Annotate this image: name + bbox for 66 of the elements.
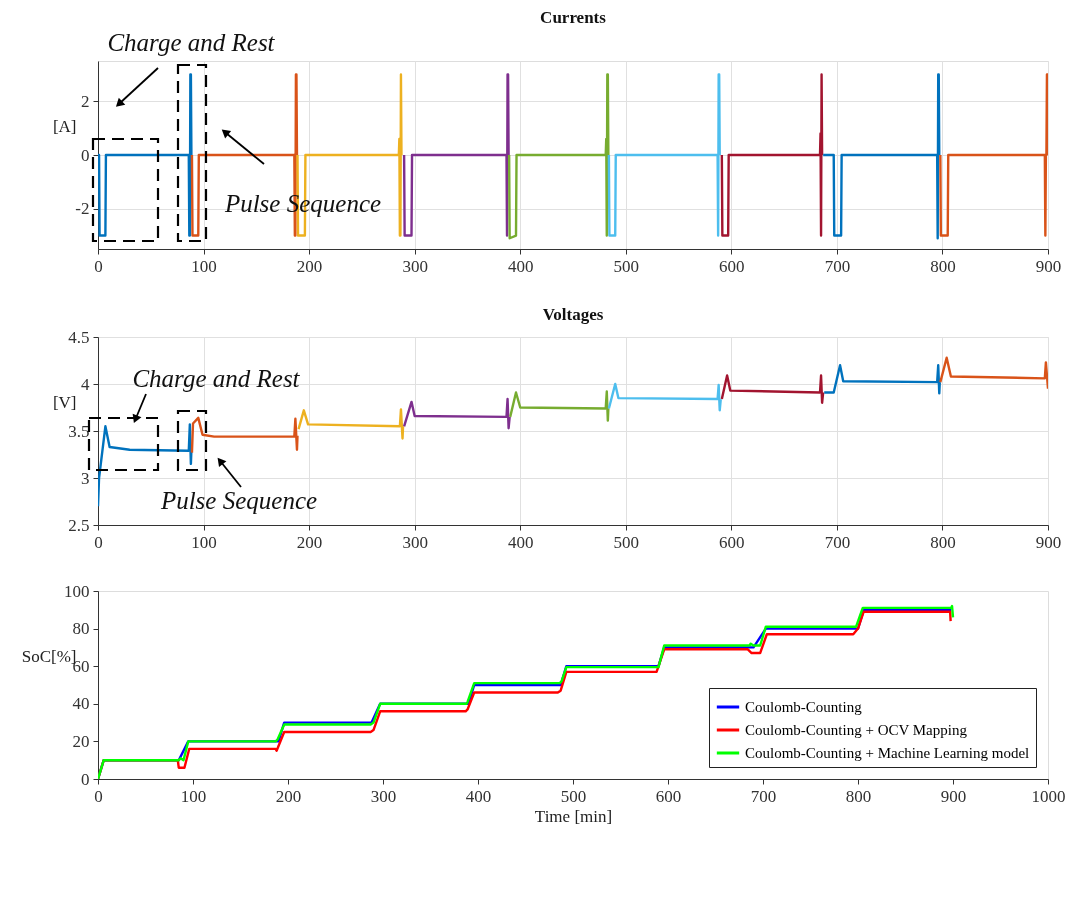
y-axis-title: [V] bbox=[52, 392, 77, 412]
y-tick-label: 3.5 bbox=[68, 421, 90, 441]
x-tick-label: 300 bbox=[402, 256, 428, 276]
annotation: Pulse Sequence bbox=[159, 487, 318, 514]
y-tick-label: 0 bbox=[81, 145, 90, 165]
x-tick-label: 600 bbox=[719, 532, 745, 552]
line-series bbox=[823, 364, 942, 395]
y-tick-label: 4.5 bbox=[68, 327, 90, 347]
legend-label: Coulomb-Counting bbox=[745, 699, 863, 715]
x-tick-label: 900 bbox=[1035, 256, 1062, 276]
x-axis-title: Time [min] bbox=[534, 806, 613, 826]
line-series bbox=[190, 416, 299, 454]
x-tick-label: 900 bbox=[1035, 532, 1062, 552]
x-tick-label: 600 bbox=[655, 786, 682, 806]
chart-title: Currents bbox=[540, 8, 607, 27]
x-tick-label: 1000 bbox=[1031, 786, 1066, 806]
y-tick-label: 2 bbox=[81, 91, 90, 111]
x-tick-label: 100 bbox=[180, 786, 207, 806]
x-tick-label: 500 bbox=[613, 532, 640, 552]
x-tick-label: 400 bbox=[507, 532, 534, 552]
line-series bbox=[720, 374, 825, 404]
x-tick-label: 800 bbox=[845, 786, 872, 806]
legend-label: Coulomb-Counting + OCV Mapping bbox=[745, 722, 968, 738]
x-tick-label: 300 bbox=[402, 532, 428, 552]
x-tick-label: 700 bbox=[824, 256, 851, 276]
line-series bbox=[720, 73, 824, 237]
x-tick-label: 700 bbox=[824, 532, 851, 552]
x-tick-label: 200 bbox=[296, 256, 323, 276]
text: Charge and Rest bbox=[107, 29, 276, 56]
chart-title: Voltages bbox=[542, 305, 604, 324]
y-tick-label: 4 bbox=[81, 374, 90, 394]
line-series bbox=[939, 356, 1048, 390]
x-tick-label: 0 bbox=[94, 532, 103, 552]
annotation: Charge and Rest bbox=[132, 365, 301, 392]
y-tick-label: 80 bbox=[72, 619, 90, 639]
x-tick-label: 0 bbox=[94, 786, 103, 806]
x-tick-label: 200 bbox=[296, 532, 323, 552]
line-series bbox=[297, 408, 405, 440]
x-tick-label: 500 bbox=[560, 786, 587, 806]
line-series bbox=[821, 73, 941, 240]
y-tick-label: 0 bbox=[81, 769, 90, 789]
line-series bbox=[607, 382, 722, 412]
x-tick-label: 500 bbox=[613, 256, 640, 276]
legend-label: Coulomb-Counting + Machine Learning model bbox=[745, 745, 1030, 761]
x-tick-label: 400 bbox=[507, 256, 534, 276]
y-tick-label: 40 bbox=[72, 694, 90, 714]
y-axis-title: [A] bbox=[52, 116, 77, 136]
x-tick-label: 700 bbox=[750, 786, 777, 806]
y-tick-label: 2.5 bbox=[68, 515, 90, 535]
x-tick-label: 600 bbox=[719, 256, 745, 276]
x-tick-label: 100 bbox=[191, 256, 217, 276]
x-tick-label: 400 bbox=[465, 786, 492, 806]
x-tick-label: 100 bbox=[191, 532, 217, 552]
x-tick-label: 800 bbox=[930, 532, 956, 552]
line-series bbox=[402, 397, 511, 430]
line-series bbox=[507, 73, 610, 240]
x-tick-label: 800 bbox=[930, 256, 956, 276]
x-tick-label: 900 bbox=[940, 786, 967, 806]
y-tick-label: -2 bbox=[75, 199, 90, 219]
x-tick-label: 300 bbox=[370, 786, 397, 806]
x-tick-label: 200 bbox=[275, 786, 302, 806]
y-tick-label: 3 bbox=[81, 468, 90, 488]
y-tick-label: 20 bbox=[72, 731, 90, 751]
x-tick-label: 0 bbox=[94, 256, 103, 276]
y-tick-label: 100 bbox=[64, 581, 90, 601]
line-series bbox=[508, 390, 610, 422]
